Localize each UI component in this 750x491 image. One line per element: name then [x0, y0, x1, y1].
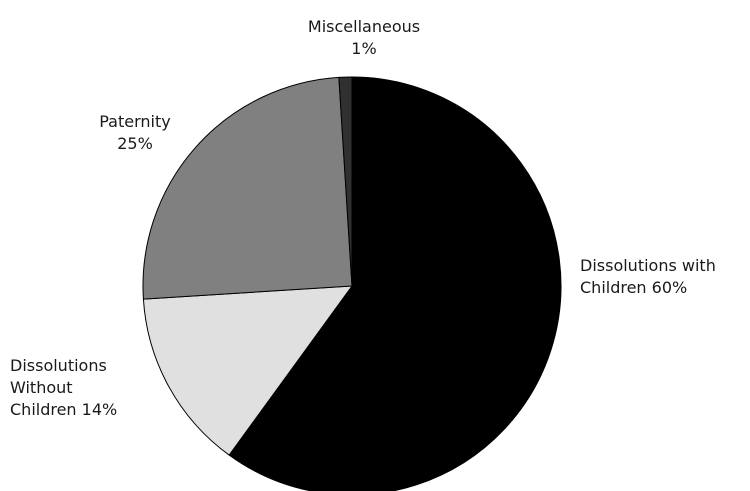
slice-label-line: Children 60% [580, 278, 687, 297]
slice-label-line: Miscellaneous [308, 17, 420, 36]
slice-label-line: Dissolutions with [580, 256, 716, 275]
pie-slice-dissolutions-with-children [228, 76, 562, 491]
slice-label-line: Without [10, 378, 73, 397]
slice-label-dissolutions-without-children: Dissolutions Without Children 14% [10, 356, 117, 419]
slice-label-line: Children 14% [10, 400, 117, 419]
pie-slice-dissolutions-without-children [142, 285, 354, 456]
slice-label-miscellaneous: Miscellaneous 1% [308, 17, 420, 58]
slice-label-line: 25% [117, 134, 153, 153]
slice-label-line: Dissolutions [10, 356, 107, 375]
pie-slice-miscellaneous [338, 76, 353, 287]
slice-label-line: Paternity [99, 112, 170, 131]
pie-slice-paternity [142, 76, 353, 300]
slice-label-paternity: Paternity 25% [99, 112, 170, 153]
slice-label-dissolutions-with-children: Dissolutions with Children 60% [580, 256, 716, 297]
slice-label-line: 1% [351, 39, 376, 58]
